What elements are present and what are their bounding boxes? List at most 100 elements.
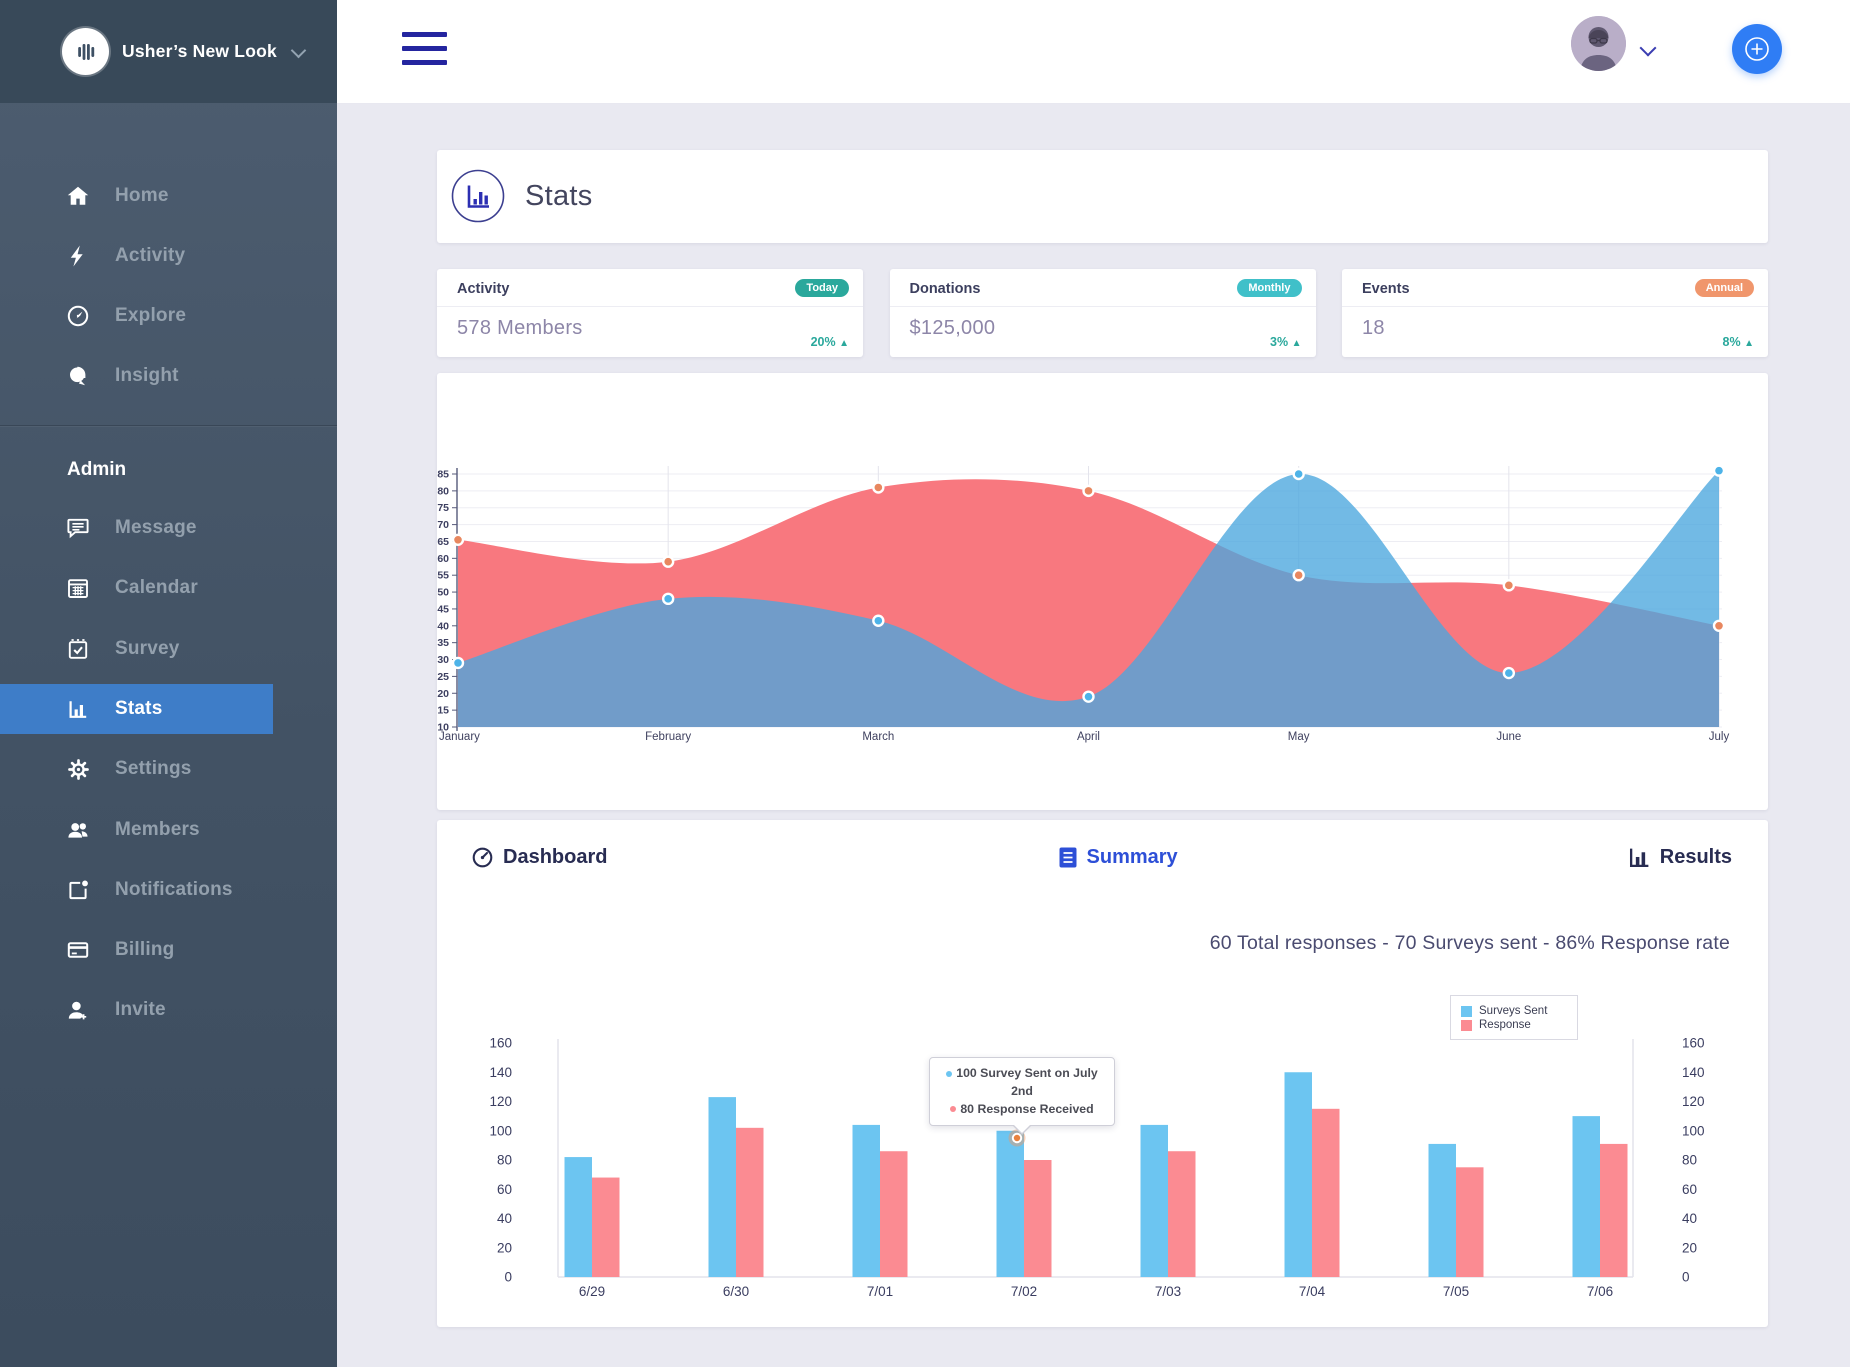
svg-text:15: 15 xyxy=(437,705,449,717)
sidebar-item-insight[interactable]: Insight xyxy=(0,351,337,401)
sidebar-item-members[interactable]: Members xyxy=(0,805,337,855)
avatar[interactable] xyxy=(1571,16,1626,71)
svg-text:0: 0 xyxy=(1682,1270,1690,1285)
svg-text:6/29: 6/29 xyxy=(579,1284,605,1299)
stat-card-badge: Annual xyxy=(1694,279,1754,297)
svg-text:55: 55 xyxy=(437,570,449,582)
legend-item-response: Response xyxy=(1461,1019,1567,1031)
svg-text:40: 40 xyxy=(497,1211,512,1226)
sidebar-item-explore[interactable]: Explore xyxy=(0,291,337,341)
tab-results[interactable]: Results xyxy=(1628,846,1732,869)
add-button[interactable] xyxy=(1732,24,1782,74)
settings-icon xyxy=(66,757,90,781)
svg-text:July: July xyxy=(1709,731,1730,743)
svg-text:January: January xyxy=(439,731,480,743)
svg-text:50: 50 xyxy=(437,587,449,599)
home-icon xyxy=(66,184,90,208)
svg-text:100: 100 xyxy=(489,1123,512,1138)
explore-icon xyxy=(66,304,90,328)
svg-text:20: 20 xyxy=(497,1240,512,1255)
sidebar-item-survey[interactable]: Survey xyxy=(0,624,337,674)
svg-text:85: 85 xyxy=(437,469,449,481)
svg-text:80: 80 xyxy=(1682,1153,1697,1168)
sidebar-item-label: Explore xyxy=(115,305,187,326)
bar-chart: 0 0 20 20 40 40 60 60 80 80 100 100 120 120 140 140 160 1… xyxy=(489,1036,1705,1300)
stat-card-events: Events Annual 18 8% ▲ xyxy=(1342,269,1768,357)
results-icon xyxy=(1629,848,1649,867)
svg-text:7/01: 7/01 xyxy=(867,1284,893,1299)
sidebar-header[interactable]: Usher’s New Look xyxy=(0,0,337,103)
tabs-row: Dashboard Summary Results xyxy=(471,834,1732,880)
sidebar-item-label: Insight xyxy=(115,365,179,386)
sidebar-item-message[interactable]: Message xyxy=(0,503,337,553)
stat-card-delta: 8% ▲ xyxy=(1722,335,1754,349)
svg-text:60: 60 xyxy=(497,1182,512,1197)
svg-text:May: May xyxy=(1288,731,1310,743)
invite-icon xyxy=(66,998,90,1022)
summary-icon xyxy=(1059,847,1077,867)
area-chart: 10 15 20 25 30 35 40 45 50 55 60 65 70 75 80 85 January F… xyxy=(437,464,1730,743)
stats-chart-icon xyxy=(451,169,505,223)
bar-chart-legend: Surveys Sent Response xyxy=(1450,995,1578,1040)
dashboard-icon xyxy=(472,847,493,867)
stat-card-badge: Today xyxy=(795,279,849,297)
legend-swatch-blue xyxy=(1461,1005,1472,1017)
sidebar-item-label: Stats xyxy=(115,697,163,719)
sidebar-item-calendar[interactable]: Calendar xyxy=(0,563,337,613)
sidebar-item-notifications[interactable]: Notifications xyxy=(0,865,337,915)
sidebar-item-label: Invite xyxy=(115,999,166,1021)
stat-card-delta: 3% ▲ xyxy=(1270,335,1302,349)
svg-text:35: 35 xyxy=(437,637,449,649)
workspace-title: Usher’s New Look xyxy=(122,41,277,61)
page-title: Stats xyxy=(525,180,593,212)
sidebar: Usher’s New Look Home Activity Explore Insi… xyxy=(0,0,337,1367)
svg-text:60: 60 xyxy=(1682,1182,1697,1197)
workspace-chevron-down-icon[interactable] xyxy=(290,42,307,59)
svg-text:6/30: 6/30 xyxy=(723,1284,749,1299)
survey-icon xyxy=(66,637,90,661)
tab-dashboard[interactable]: Dashboard xyxy=(471,846,607,869)
sidebar-item-settings[interactable]: Settings xyxy=(0,744,337,794)
sidebar-item-billing[interactable]: Billing xyxy=(0,925,337,975)
sidebar-item-invite[interactable]: Invite xyxy=(0,985,337,1035)
svg-text:60: 60 xyxy=(437,553,449,565)
billing-icon xyxy=(66,938,90,962)
menu-icon[interactable] xyxy=(402,32,447,66)
tab-summary[interactable]: Summary xyxy=(1058,846,1178,869)
svg-text:7/06: 7/06 xyxy=(1587,1284,1613,1299)
svg-text:25: 25 xyxy=(437,671,449,683)
stats-icon xyxy=(66,697,90,721)
avatar-chevron-down-icon[interactable] xyxy=(1639,39,1657,57)
stat-card-label: Donations xyxy=(909,281,981,297)
svg-text:75: 75 xyxy=(437,502,449,514)
sidebar-item-activity[interactable]: Activity xyxy=(0,231,337,281)
svg-text:20: 20 xyxy=(437,688,449,700)
stat-card-divider xyxy=(1342,306,1768,307)
sidebar-item-label: Settings xyxy=(115,758,192,780)
survey-results-card: Dashboard Summary Results 60 Total respo… xyxy=(437,820,1768,1327)
svg-text:160: 160 xyxy=(1682,1036,1705,1051)
svg-text:140: 140 xyxy=(489,1065,512,1080)
svg-text:0: 0 xyxy=(504,1270,512,1285)
svg-text:April: April xyxy=(1077,731,1100,743)
sidebar-item-stats[interactable]: Stats xyxy=(0,683,273,734)
topbar xyxy=(337,0,1850,104)
members-icon xyxy=(66,818,90,842)
legend-swatch-red xyxy=(1461,1019,1472,1031)
sidebar-item-label: Billing xyxy=(115,939,175,961)
sidebar-item-label: Activity xyxy=(115,245,186,266)
svg-text:45: 45 xyxy=(437,603,449,615)
svg-text:80: 80 xyxy=(497,1153,512,1168)
svg-text:7/03: 7/03 xyxy=(1155,1284,1181,1299)
svg-text:March: March xyxy=(862,731,894,743)
sidebar-item-label: Home xyxy=(115,185,169,206)
svg-text:100: 100 xyxy=(1682,1123,1705,1138)
stat-card-label: Events xyxy=(1362,281,1410,297)
sidebar-admin-heading: Admin xyxy=(67,459,127,480)
legend-item-surveys-sent: Surveys Sent xyxy=(1461,1005,1567,1017)
activity-icon xyxy=(66,244,90,268)
bar-chart-tooltip: 100 Survey Sent on July 2nd 80 Response … xyxy=(929,1057,1115,1136)
sidebar-item-home[interactable]: Home xyxy=(0,171,337,221)
stat-card-delta: 20% ▲ xyxy=(810,335,849,349)
logo-icon xyxy=(62,28,109,75)
